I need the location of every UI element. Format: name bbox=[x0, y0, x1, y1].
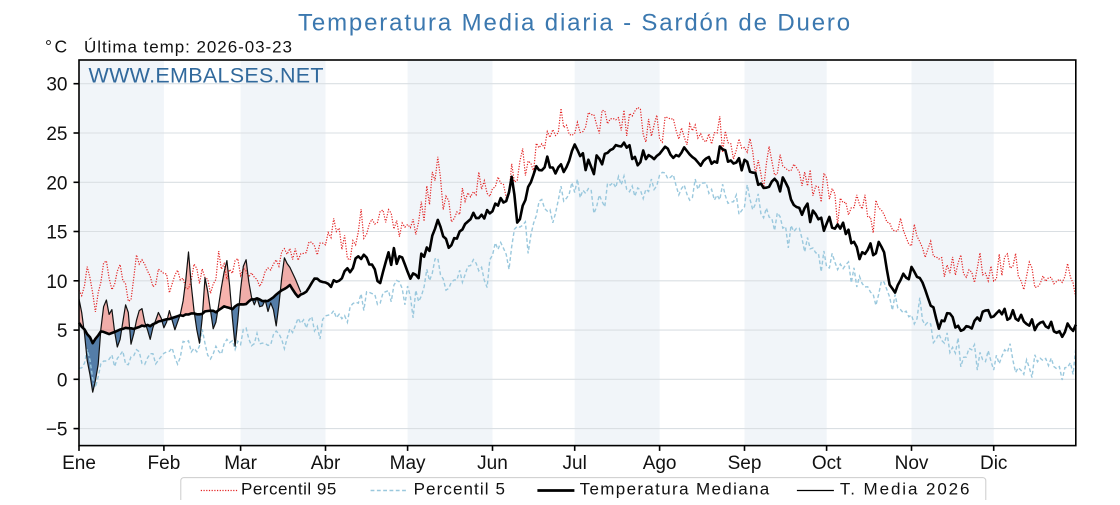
svg-text:15: 15 bbox=[46, 223, 67, 244]
svg-text:Nov: Nov bbox=[895, 453, 929, 474]
svg-text:Percentil 95: Percentil 95 bbox=[241, 480, 337, 499]
svg-text:0: 0 bbox=[57, 370, 68, 391]
svg-text:Ene: Ene bbox=[62, 453, 96, 474]
svg-text:30: 30 bbox=[46, 75, 67, 96]
svg-text:T. Media 2026: T. Media 2026 bbox=[840, 480, 972, 499]
svg-text:Jul: Jul bbox=[563, 453, 587, 474]
svg-text:Última temp: 2026-03-23: Última temp: 2026-03-23 bbox=[84, 38, 293, 57]
svg-text:Abr: Abr bbox=[311, 453, 341, 474]
svg-text:25: 25 bbox=[46, 124, 67, 145]
svg-text:Jun: Jun bbox=[477, 453, 508, 474]
svg-text:5: 5 bbox=[57, 321, 68, 342]
svg-text:Temperatura Media diaria - Sar: Temperatura Media diaria - Sardón de Due… bbox=[298, 9, 852, 36]
svg-text:−5: −5 bbox=[46, 420, 68, 441]
svg-text:Mar: Mar bbox=[224, 453, 257, 474]
svg-text:Dic: Dic bbox=[980, 453, 1007, 474]
svg-text:Feb: Feb bbox=[148, 453, 181, 474]
svg-text:Ago: Ago bbox=[643, 453, 677, 474]
svg-text:Oct: Oct bbox=[812, 453, 842, 474]
svg-text:May: May bbox=[390, 453, 426, 474]
svg-text:Sep: Sep bbox=[728, 453, 762, 474]
svg-text:10: 10 bbox=[46, 272, 67, 293]
svg-text:Percentil 5: Percentil 5 bbox=[414, 480, 506, 499]
svg-text:°C: °C bbox=[45, 37, 70, 57]
svg-text:WWW.EMBALSES.NET: WWW.EMBALSES.NET bbox=[89, 63, 324, 87]
svg-text:Temperatura Mediana: Temperatura Mediana bbox=[580, 480, 771, 499]
svg-text:20: 20 bbox=[46, 173, 67, 194]
